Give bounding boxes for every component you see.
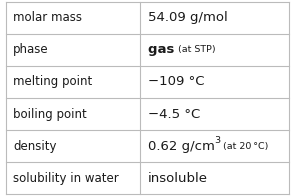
- Text: molar mass: molar mass: [13, 12, 82, 24]
- Text: 54.09 g/mol: 54.09 g/mol: [148, 12, 227, 24]
- Text: melting point: melting point: [13, 75, 93, 88]
- Text: insoluble: insoluble: [148, 172, 207, 184]
- Text: (at 20 °C): (at 20 °C): [223, 142, 268, 151]
- Text: −109 °C: −109 °C: [148, 75, 204, 88]
- Text: 0.62 g/cm: 0.62 g/cm: [148, 140, 214, 152]
- Text: (at STP): (at STP): [178, 45, 216, 54]
- Text: gas: gas: [148, 44, 183, 56]
- Text: solubility in water: solubility in water: [13, 172, 119, 184]
- Text: boiling point: boiling point: [13, 108, 87, 121]
- Text: −4.5 °C: −4.5 °C: [148, 108, 200, 121]
- Text: density: density: [13, 140, 57, 152]
- Text: phase: phase: [13, 44, 49, 56]
- Text: 3: 3: [214, 136, 220, 145]
